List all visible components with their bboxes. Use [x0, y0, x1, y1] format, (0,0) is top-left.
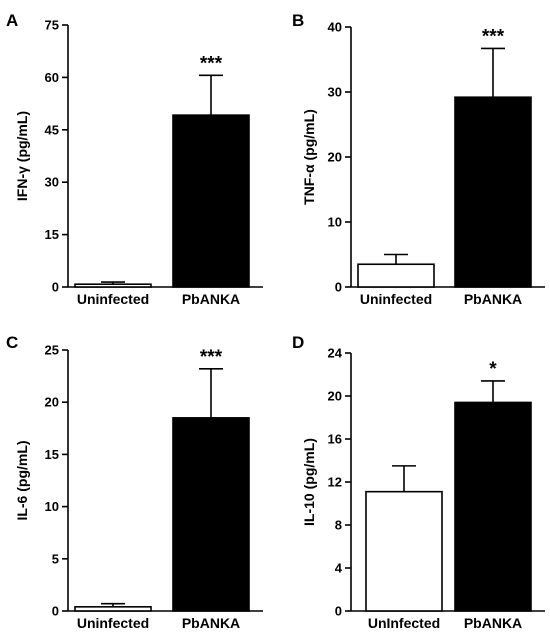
y-tick-label: 0: [335, 604, 342, 619]
panel-letter: D: [292, 333, 304, 352]
y-tick-label: 8: [335, 518, 342, 533]
y-tick-label: 20: [45, 395, 59, 410]
y-tick-label: 0: [52, 604, 59, 619]
y-tick-label: 60: [45, 70, 59, 85]
y-tick-label: 4: [335, 561, 343, 576]
bar: [172, 417, 250, 612]
y-tick-label: 15: [45, 227, 59, 242]
panel-letter: A: [6, 11, 18, 30]
y-tick-label: 30: [45, 175, 59, 190]
x-category-label: Uninfected: [77, 615, 149, 631]
x-category-label: UnInfected: [368, 615, 440, 631]
bar: [365, 490, 443, 612]
bar: [357, 263, 435, 288]
y-tick-label: 16: [328, 432, 342, 447]
y-axis-title: TNF-α (pg/mL): [301, 109, 317, 205]
y-axis-title: IL-6 (pg/mL): [14, 440, 30, 520]
y-tick-label: 15: [45, 447, 59, 462]
y-axis-title: IL-10 (pg/mL): [301, 438, 317, 526]
y-tick-label: 0: [52, 280, 59, 295]
y-tick-label: 5: [52, 551, 59, 566]
y-tick-label: 25: [45, 343, 59, 358]
y-tick-label: 10: [45, 499, 59, 514]
y-tick-label: 30: [328, 85, 342, 100]
x-category-label: Uninfected: [77, 291, 149, 307]
significance-marker: ***: [200, 53, 223, 74]
significance-marker: *: [489, 359, 497, 380]
y-axis-title: IFN-γ (pg/mL): [14, 111, 30, 201]
y-tick-label: 45: [45, 122, 59, 137]
significance-marker: ***: [482, 26, 505, 47]
y-tick-label: 10: [328, 215, 342, 230]
y-tick-label: 0: [335, 280, 342, 295]
x-category-label: PbANKA: [182, 291, 240, 307]
y-tick-label: 40: [328, 20, 342, 35]
bar: [454, 96, 532, 288]
x-category-label: Uninfected: [360, 291, 432, 307]
bar: [172, 114, 250, 288]
bar: [454, 401, 532, 612]
x-category-label: PbANKA: [182, 615, 240, 631]
x-category-label: PbANKA: [464, 615, 522, 631]
bar: [74, 606, 152, 612]
y-tick-label: 20: [328, 389, 342, 404]
panel-letter: C: [6, 333, 18, 352]
significance-marker: ***: [200, 347, 223, 368]
panel-letter: B: [292, 11, 304, 30]
y-tick-label: 20: [328, 150, 342, 165]
bar: [74, 283, 152, 288]
y-tick-label: 12: [328, 475, 342, 490]
x-category-label: PbANKA: [464, 291, 522, 307]
y-tick-label: 75: [45, 18, 59, 33]
y-tick-label: 24: [328, 346, 343, 361]
